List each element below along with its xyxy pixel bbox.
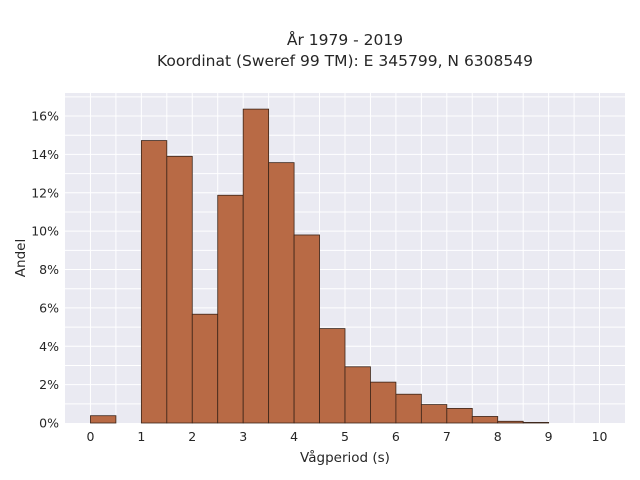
histogram-bar — [370, 381, 397, 424]
histogram-bar — [446, 408, 473, 424]
histogram-bar — [344, 366, 371, 424]
histogram-bar — [471, 416, 499, 424]
y-axis-label: Andel — [13, 239, 29, 277]
x-tick-label: 3 — [239, 429, 247, 444]
chart-title: År 1979 - 2019 — [287, 30, 403, 49]
histogram-bar — [497, 420, 524, 424]
y-tick-label: 16% — [31, 109, 59, 124]
histogram-bar — [90, 415, 117, 424]
y-tick-label: 12% — [31, 185, 59, 200]
histogram-bar — [268, 162, 295, 424]
x-tick-label: 5 — [341, 429, 349, 444]
x-tick-label: 2 — [188, 429, 196, 444]
histogram-bar — [166, 155, 193, 424]
y-tick-label: 4% — [39, 339, 59, 354]
y-tick-label: 2% — [39, 377, 59, 392]
y-tick-labels: 0% 2% 4% 6% 8% 10% 12% 14% 16% — [31, 109, 59, 431]
histogram-bars — [90, 108, 550, 424]
histogram-bar — [420, 404, 448, 424]
x-tick-labels: 0 1 2 3 4 5 6 7 8 9 10 — [86, 429, 607, 444]
histogram-bar — [217, 194, 244, 424]
x-tick-label: 0 — [86, 429, 94, 444]
x-tick-label: 1 — [137, 429, 145, 444]
x-tick-label: 7 — [443, 429, 451, 444]
y-tick-label: 10% — [31, 224, 59, 239]
histogram-bar — [242, 108, 270, 424]
histogram-bar — [522, 422, 550, 424]
x-tick-label: 4 — [290, 429, 298, 444]
histogram-bar — [293, 234, 320, 424]
y-tick-label: 6% — [39, 300, 59, 315]
x-tick-label: 9 — [545, 429, 553, 444]
y-tick-label: 8% — [39, 262, 59, 277]
x-tick-label: 8 — [494, 429, 502, 444]
histogram-bar — [319, 328, 346, 424]
x-axis-label: Vågperiod (s) — [300, 449, 390, 466]
y-tick-label: 0% — [39, 416, 59, 431]
histogram-bar — [395, 393, 422, 424]
x-tick-label: 10 — [592, 429, 608, 444]
y-tick-label: 14% — [31, 147, 59, 162]
histogram-bar — [191, 313, 219, 424]
x-tick-label: 6 — [392, 429, 400, 444]
chart-subtitle: Koordinat (Sweref 99 TM): E 345799, N 63… — [157, 52, 533, 70]
histogram-bar — [140, 140, 168, 424]
